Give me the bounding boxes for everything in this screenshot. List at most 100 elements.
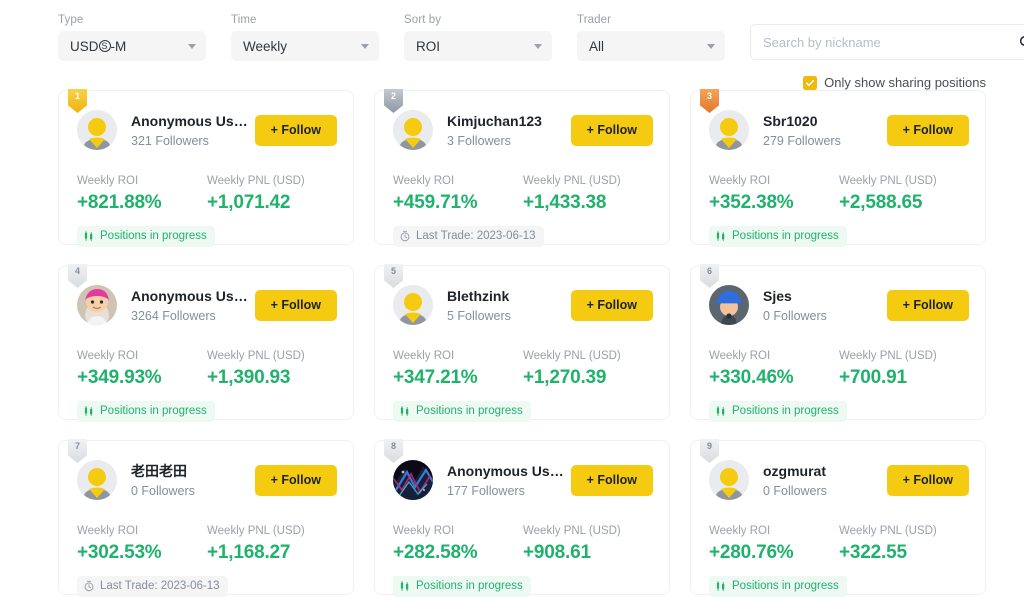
sort-by-select[interactable]: ROI <box>404 31 552 61</box>
follow-button[interactable]: + Follow <box>886 114 969 146</box>
trader-stats: Weekly ROI +821.88% Weekly PNL (USD) +1,071… <box>77 175 337 214</box>
status-badge: Positions in progress <box>709 401 847 422</box>
stat-pnl-value: +1,433.38 <box>523 192 607 213</box>
trader-nickname[interactable]: Sjes <box>763 288 792 305</box>
stat-roi-label: Weekly ROI <box>709 350 771 362</box>
follow-button[interactable]: + Follow <box>886 289 969 321</box>
stat-roi: Weekly ROI +821.88% <box>77 175 207 214</box>
trader-card[interactable]: 7 老田老田 0 Followers + Follow Weekly ROI +302.5… <box>58 439 354 597</box>
candlestick-icon <box>716 231 725 242</box>
avatar[interactable] <box>709 285 749 325</box>
trader-nickname[interactable]: Sbr1020 <box>763 113 818 130</box>
avatar[interactable] <box>393 110 433 150</box>
trader-header: Sbr1020 279 Followers + Follow <box>709 109 969 151</box>
stat-roi-value: +349.93% <box>77 367 162 388</box>
follow-button[interactable]: + Follow <box>254 289 337 321</box>
trader-card[interactable]: 2 Kimjuchan123 3 Followers + Follow Weekly R… <box>374 89 670 247</box>
status-badge-label: Last Trade: 2023-06-13 <box>416 230 536 242</box>
trader-header: Sjes 0 Followers + Follow <box>709 284 969 326</box>
sort-by-select-value: ROI <box>416 38 441 54</box>
trader-header: Anonymous User-02ed1 321 Followers + Follo… <box>77 109 337 151</box>
stat-pnl: Weekly PNL (USD) +1,071.42 <box>207 175 337 214</box>
trader-followers: 177 Followers <box>447 483 525 498</box>
stat-pnl: Weekly PNL (USD) +1,433.38 <box>523 175 653 214</box>
checkbox-checked-icon[interactable] <box>803 75 818 90</box>
trader-nickname[interactable]: Blethzink <box>447 288 510 305</box>
type-select[interactable]: USD S -M <box>58 31 206 61</box>
trader-card[interactable]: 1 Anonymous User-02ed1 321 Followers + Foll… <box>58 89 354 247</box>
stat-pnl: Weekly PNL (USD) +1,168.27 <box>207 525 337 564</box>
stat-roi-value: +347.21% <box>393 367 478 388</box>
trader-nickname[interactable]: Anonymous User-383f03 <box>131 288 249 305</box>
rank-number: 5 <box>390 266 396 276</box>
avatar[interactable] <box>393 285 433 325</box>
stat-roi-value: +330.46% <box>709 367 794 388</box>
only-sharing-positions-toggle[interactable]: Only show sharing positions <box>803 75 986 90</box>
avatar[interactable] <box>77 285 117 325</box>
stat-pnl-value: +1,168.27 <box>207 542 291 563</box>
chevron-down-icon <box>188 43 196 49</box>
time-select[interactable]: Weekly <box>231 31 379 61</box>
candlestick-icon <box>716 581 725 592</box>
clock-icon <box>400 231 410 242</box>
stat-pnl: Weekly PNL (USD) +908.61 <box>523 525 653 564</box>
search-box[interactable] <box>750 24 1024 60</box>
avatar[interactable] <box>709 460 749 500</box>
status-badge: Positions in progress <box>77 226 215 247</box>
trader-identity: Sbr1020 279 Followers <box>763 112 881 148</box>
rank-badge: 3 <box>700 89 719 113</box>
stat-pnl-label: Weekly PNL (USD) <box>207 350 305 362</box>
rank-badge: 9 <box>700 439 719 463</box>
follow-button[interactable]: + Follow <box>570 289 653 321</box>
rank-number: 7 <box>74 441 80 451</box>
status-badge: Positions in progress <box>709 226 847 247</box>
filter-trader: Trader All <box>577 14 725 61</box>
stat-roi: Weekly ROI +330.46% <box>709 350 839 389</box>
trader-followers: 279 Followers <box>763 133 841 148</box>
filter-sort-by-label: Sort by <box>404 14 442 26</box>
trader-card[interactable]: 8 Anonymous User-be5541 177 Followers + Fol… <box>374 439 670 597</box>
avatar[interactable] <box>393 460 433 500</box>
avatar[interactable] <box>77 460 117 500</box>
search-icon[interactable] <box>1018 34 1024 50</box>
trader-nickname[interactable]: Kimjuchan123 <box>447 113 542 130</box>
rank-number: 2 <box>390 91 396 101</box>
trader-card[interactable]: 5 Blethzink 5 Followers + Follow Weekly ROI +… <box>374 264 670 422</box>
stat-pnl-value: +700.91 <box>839 367 907 388</box>
stat-pnl-value: +322.55 <box>839 542 907 563</box>
trader-stats: Weekly ROI +352.38% Weekly PNL (USD) +2,588… <box>709 175 969 214</box>
trader-card[interactable]: 9 ozgmurat 0 Followers + Follow Weekly ROI +2… <box>690 439 986 597</box>
follow-button[interactable]: + Follow <box>254 114 337 146</box>
follow-button[interactable]: + Follow <box>570 114 653 146</box>
filter-trader-label: Trader <box>577 14 612 26</box>
trader-nickname[interactable]: Anonymous User-02ed1 <box>131 113 249 130</box>
stat-roi-value: +459.71% <box>393 192 478 213</box>
trader-nickname[interactable]: 老田老田 <box>131 463 187 480</box>
stat-roi-value: +302.53% <box>77 542 162 563</box>
follow-button[interactable]: + Follow <box>570 464 653 496</box>
trader-select[interactable]: All <box>577 31 725 61</box>
trader-header: 老田老田 0 Followers + Follow <box>77 459 337 501</box>
trader-nickname[interactable]: ozgmurat <box>763 463 826 480</box>
follow-button[interactable]: + Follow <box>254 464 337 496</box>
rank-number: 3 <box>706 91 712 101</box>
trader-card[interactable]: 4 Anonymous User-383f03 3264 Followers + Fo… <box>58 264 354 422</box>
trader-card[interactable]: 6 Sjes 0 Followers + Follow Weekly ROI +330.4… <box>690 264 986 422</box>
trader-card[interactable]: 3 Sbr1020 279 Followers + Follow Weekly ROI +… <box>690 89 986 247</box>
avatar[interactable] <box>709 110 749 150</box>
status-badge: Positions in progress <box>77 401 215 422</box>
follow-button[interactable]: + Follow <box>886 464 969 496</box>
rank-number: 1 <box>74 91 80 101</box>
chevron-down-icon <box>534 43 542 49</box>
stat-pnl-label: Weekly PNL (USD) <box>839 175 937 187</box>
stat-pnl-value: +1,270.39 <box>523 367 607 388</box>
stat-roi-label: Weekly ROI <box>393 175 455 187</box>
rank-number: 8 <box>390 441 396 451</box>
stat-roi: Weekly ROI +349.93% <box>77 350 207 389</box>
status-badge-label: Positions in progress <box>416 405 523 417</box>
avatar[interactable] <box>77 110 117 150</box>
search-input[interactable] <box>763 34 1018 50</box>
stat-roi-label: Weekly ROI <box>709 175 771 187</box>
status-badge-label: Positions in progress <box>732 230 839 242</box>
trader-nickname[interactable]: Anonymous User-be5541 <box>447 463 565 480</box>
